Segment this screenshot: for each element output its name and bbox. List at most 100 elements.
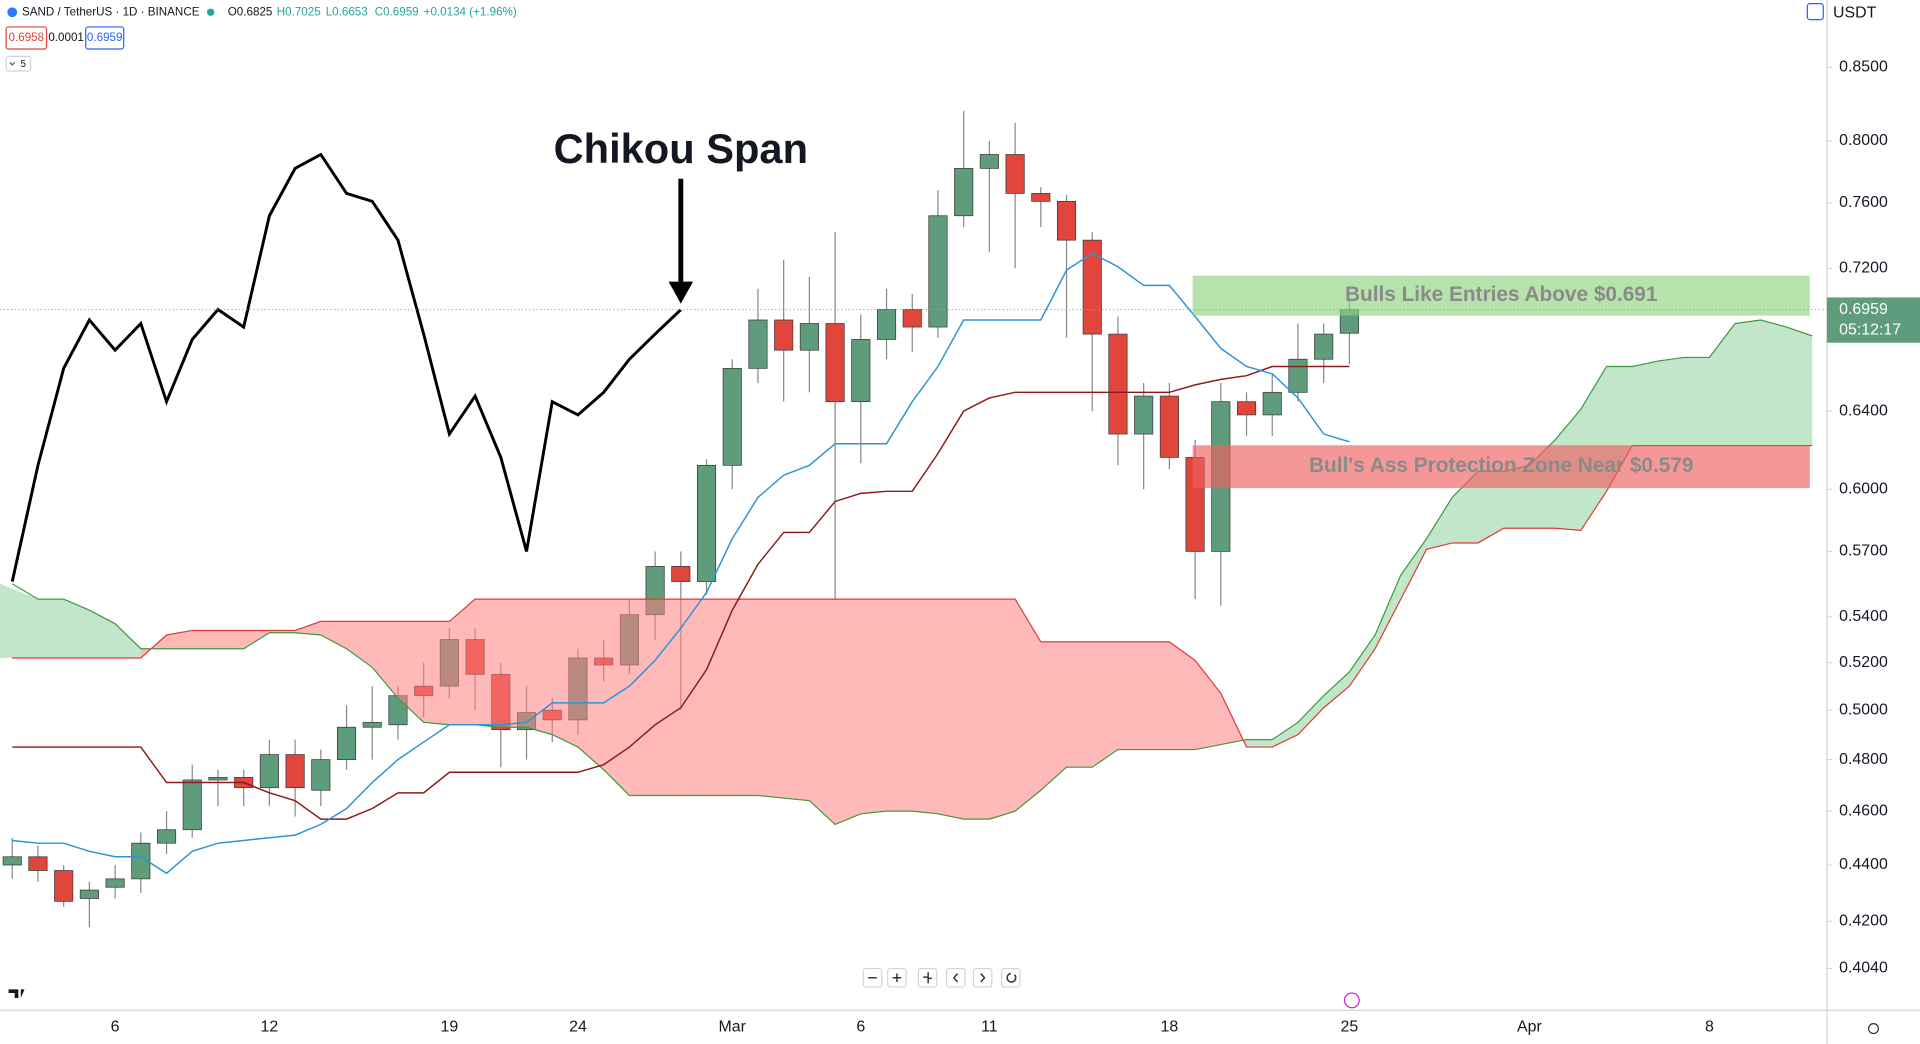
y-tick-label: 0.5700	[1839, 543, 1888, 560]
cloud	[1272, 722, 1298, 748]
currency[interactable]: USDT	[1833, 5, 1877, 22]
candle-body	[928, 215, 948, 328]
cloud	[989, 599, 1016, 820]
candle-body	[1108, 333, 1128, 435]
cloud	[1375, 575, 1401, 649]
y-tick-label: 0.4600	[1839, 802, 1888, 819]
x-tick-label: 6	[856, 1019, 865, 1036]
candle-body	[799, 323, 819, 351]
kijun-line	[12, 365, 1350, 820]
cloud	[217, 630, 244, 649]
cloud	[577, 599, 604, 770]
x-tick-label: 18	[1161, 1019, 1179, 1036]
candle-body	[79, 889, 99, 899]
scroll-left[interactable]	[945, 967, 966, 988]
candle-body	[1082, 239, 1102, 335]
cloud	[0, 583, 38, 658]
candle-body	[774, 319, 794, 351]
candle-body	[1159, 395, 1179, 458]
settings-icon[interactable]	[1867, 1023, 1879, 1035]
zone-label: Bulls Like Entries Above $0.691	[1345, 283, 1657, 306]
candle-body	[1056, 200, 1077, 241]
countdown: 05:12:17	[1839, 322, 1901, 339]
candle-body	[1288, 358, 1308, 393]
ohlc-value: C0.6959	[375, 5, 419, 18]
reset-chart[interactable]	[1001, 967, 1021, 988]
x-tick-label: Mar	[719, 1019, 747, 1036]
cloud	[1760, 319, 1787, 446]
refresh-icon	[1006, 972, 1017, 983]
candle-body	[1134, 395, 1154, 435]
candle-body	[671, 566, 691, 582]
left-icon	[952, 972, 959, 983]
cloud	[1143, 641, 1170, 750]
y-tick-label: 0.4400	[1839, 856, 1888, 873]
x-tick-label: Apr	[1517, 1019, 1542, 1036]
cloud	[1092, 641, 1118, 768]
sell-button[interactable]	[5, 26, 48, 50]
candle-body	[1314, 333, 1334, 360]
cloud	[192, 630, 218, 649]
ask[interactable]: 0.6959	[87, 31, 123, 44]
candle-body	[979, 154, 999, 169]
cloud	[860, 599, 887, 814]
ohlc-value: L0.6653	[326, 5, 368, 18]
cloud	[115, 623, 141, 658]
cloud	[526, 599, 553, 735]
candle-body	[54, 870, 74, 902]
cloud	[320, 621, 347, 649]
buy-button[interactable]	[85, 26, 125, 50]
cloud	[89, 610, 116, 658]
candle-body	[722, 367, 742, 466]
cloud	[346, 621, 373, 668]
cloud	[1169, 641, 1196, 750]
cloud	[423, 621, 450, 725]
candle-body	[876, 309, 897, 340]
cloud	[809, 599, 836, 825]
cloud	[835, 599, 861, 825]
x-tick-label: 6	[111, 1019, 120, 1036]
event-icon[interactable]	[1343, 992, 1360, 1009]
bid[interactable]: 0.6958	[9, 31, 45, 44]
x-tick-label: 25	[1341, 1019, 1359, 1036]
y-tick-label: 0.4200	[1839, 913, 1888, 930]
symbol-icon	[7, 7, 18, 18]
ohlc-value: O0.6825	[228, 5, 273, 18]
y-tick-label: 0.4800	[1839, 751, 1888, 768]
candle-body	[902, 309, 922, 328]
cloud	[397, 621, 424, 723]
cloud	[886, 599, 913, 812]
y-tick-label: 0.6000	[1839, 480, 1888, 497]
y-tick-label: 0.7600	[1839, 194, 1888, 211]
indicators-toggle[interactable]	[5, 55, 32, 72]
cloud	[937, 599, 964, 820]
candle-body	[851, 339, 871, 403]
candle-body	[1236, 401, 1257, 416]
indicator-count[interactable]: 5	[21, 59, 27, 70]
zone	[1192, 445, 1810, 489]
cloud	[706, 599, 733, 796]
currency-icon[interactable]	[1806, 3, 1824, 21]
cloud	[783, 599, 810, 801]
cloud	[1246, 739, 1273, 748]
y-tick-label: 0.7200	[1839, 260, 1888, 277]
candle-body	[696, 464, 717, 582]
cloud	[1323, 671, 1350, 708]
cloud	[1400, 538, 1427, 600]
cloud	[475, 599, 501, 728]
candle-body	[28, 856, 48, 871]
reset-icon	[923, 972, 932, 984]
cloud	[500, 599, 527, 728]
cloud	[1683, 357, 1710, 446]
cloud	[963, 599, 990, 820]
x-tick-label: 24	[569, 1019, 587, 1036]
arrow-head	[668, 281, 694, 304]
cloud	[1657, 357, 1684, 446]
candle-body	[748, 319, 768, 369]
cloud	[1297, 695, 1324, 735]
scroll-right[interactable]	[972, 967, 993, 988]
candle-body	[156, 829, 177, 844]
candle-body	[825, 323, 845, 403]
